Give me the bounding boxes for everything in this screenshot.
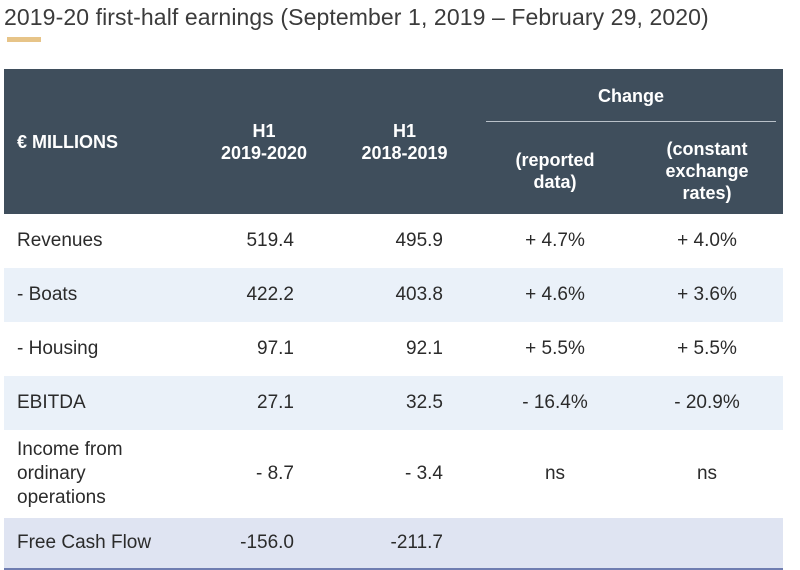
cell-reported-change: + 4.7% bbox=[525, 230, 585, 251]
cell-reported-change bbox=[479, 518, 631, 570]
table-row: Revenues 519.4 495.9 + 4.7% + 4.0% bbox=[4, 214, 783, 268]
header-period-label: 2018-2019 bbox=[361, 142, 448, 163]
cell-h1-2018-2019: 92.1 bbox=[406, 338, 443, 359]
header-constant-line: exchange bbox=[665, 161, 749, 181]
row-label-line: ordinary bbox=[17, 463, 86, 484]
cell-constant-change: + 3.6% bbox=[631, 268, 783, 322]
row-label-line: operations bbox=[17, 487, 106, 508]
cell-h1-2018-2019: - 3.4 bbox=[404, 463, 443, 484]
cell-h1-2019-2020: 422.2 bbox=[198, 268, 330, 322]
cell-constant-change: + 4.0% bbox=[677, 230, 737, 251]
page-title: 2019-20 first-half earnings (September 1… bbox=[4, 4, 709, 30]
cell-constant-change: + 5.5% bbox=[677, 338, 737, 359]
cell-h1-2019-2020: -156.0 bbox=[198, 518, 330, 570]
row-label: Revenues bbox=[17, 230, 103, 251]
cell-h1-2019-2020: 97.1 bbox=[257, 338, 294, 359]
table-header: € MILLIONS H1 2019-2020 H1 2018-2019 Cha… bbox=[4, 69, 783, 214]
header-period-label: 2019-2020 bbox=[220, 142, 308, 163]
header-constant-line: (constant bbox=[666, 139, 748, 159]
header-h1-2019-2020: H1 2019-2020 bbox=[198, 69, 330, 214]
cell-reported-change: + 4.6% bbox=[479, 268, 631, 322]
earnings-table: € MILLIONS H1 2019-2020 H1 2018-2019 Cha… bbox=[4, 69, 783, 570]
header-constant-exchange: (constant exchange rates) bbox=[631, 122, 783, 214]
cell-reported-change: + 5.5% bbox=[525, 338, 585, 359]
cell-h1-2018-2019: 495.9 bbox=[395, 230, 443, 251]
cell-h1-2018-2019: 403.8 bbox=[330, 268, 479, 322]
cell-h1-2019-2020: - 8.7 bbox=[255, 463, 294, 484]
cell-constant-change bbox=[631, 518, 783, 570]
cell-h1-2018-2019: 32.5 bbox=[330, 376, 479, 430]
cell-constant-change: ns bbox=[696, 463, 718, 484]
table-row: EBITDA 27.1 32.5 - 16.4% - 20.9% bbox=[4, 376, 783, 430]
header-change: Change bbox=[479, 69, 783, 122]
header-h1-2018-2019: H1 2018-2019 bbox=[330, 69, 479, 214]
cell-constant-change: - 20.9% bbox=[631, 376, 783, 430]
table-row: - Boats 422.2 403.8 + 4.6% + 3.6% bbox=[4, 268, 783, 322]
table-body: Revenues 519.4 495.9 + 4.7% + 4.0% - Boa… bbox=[4, 214, 783, 570]
row-label: EBITDA bbox=[4, 376, 198, 430]
cell-h1-2018-2019: -211.7 bbox=[330, 518, 479, 570]
table-row: Free Cash Flow -156.0 -211.7 bbox=[4, 518, 783, 570]
row-label-line: Income from bbox=[17, 439, 123, 460]
table-row: Income from ordinary operations - 8.7 - … bbox=[4, 430, 783, 518]
header-reported-line: (reported bbox=[515, 150, 595, 170]
header-reported-line: data) bbox=[533, 172, 577, 192]
header-h1-label: H1 bbox=[392, 120, 416, 141]
cell-reported-change: - 16.4% bbox=[479, 376, 631, 430]
header-constant-line: rates) bbox=[682, 183, 732, 203]
header-h1-label: H1 bbox=[252, 120, 276, 141]
row-label: - Boats bbox=[4, 268, 198, 322]
cell-h1-2019-2020: 27.1 bbox=[198, 376, 330, 430]
cell-reported-change: ns bbox=[544, 463, 566, 484]
row-label: Income from ordinary operations bbox=[4, 430, 198, 518]
header-change-label: Change bbox=[486, 85, 776, 122]
row-label: Free Cash Flow bbox=[4, 518, 198, 570]
table-row: - Housing 97.1 92.1 + 5.5% + 5.5% bbox=[4, 322, 783, 376]
title-accent-bar bbox=[7, 37, 41, 42]
header-millions: € MILLIONS bbox=[4, 69, 198, 214]
cell-h1-2019-2020: 519.4 bbox=[246, 230, 294, 251]
row-label: - Housing bbox=[17, 338, 99, 359]
header-reported-data: (reported data) bbox=[479, 122, 631, 214]
